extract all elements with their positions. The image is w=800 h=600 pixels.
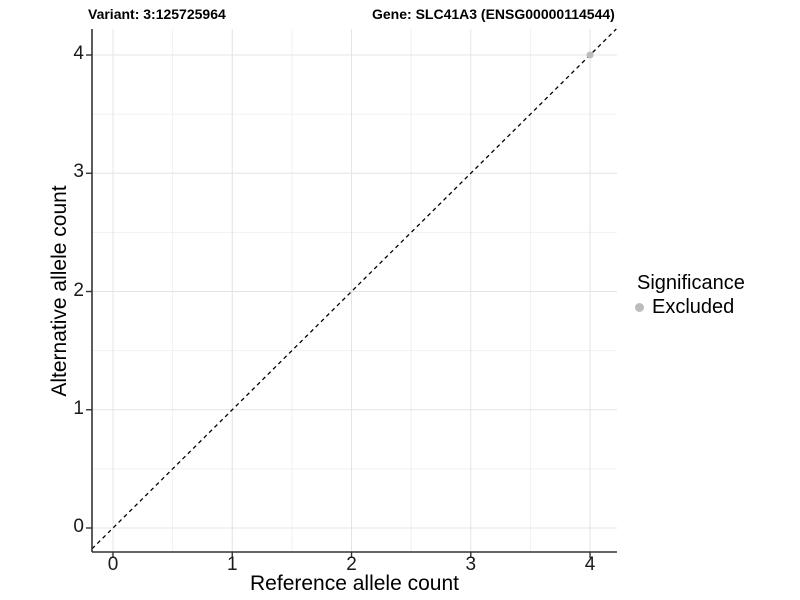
y-tick-label: 0 [73,515,84,537]
legend-title: Significance [637,272,745,294]
legend-item-label: Excluded [652,296,735,318]
plot-panel [86,28,617,558]
y-axis-title: Alternative allele count [48,185,71,397]
x-tick-label: 4 [584,554,596,575]
x-tick-label: 2 [346,554,357,575]
x-axis-title: Reference allele count [250,572,459,595]
y-tick-label: 4 [73,43,84,64]
legend-item-excluded: Excluded [632,296,745,319]
data-point-excluded [586,51,594,59]
y-tick-label: 2 [73,279,84,301]
legend-items: Excluded [632,296,745,319]
x-tick-label: 0 [107,554,119,575]
x-tick-label: 3 [465,554,477,575]
y-tick-label: 1 [73,397,84,419]
plot-canvas [86,28,617,558]
legend-point-icon [635,303,644,312]
legend: Significance Excluded [632,271,745,319]
x-tick-label: 1 [226,554,238,575]
gene-title: Gene: SLC41A3 (ENSG00000114544) [372,6,615,22]
variant-title: Variant: 3:125725964 [88,6,226,22]
y-tick-label: 3 [73,161,84,183]
identity-dashed-line [91,28,617,550]
